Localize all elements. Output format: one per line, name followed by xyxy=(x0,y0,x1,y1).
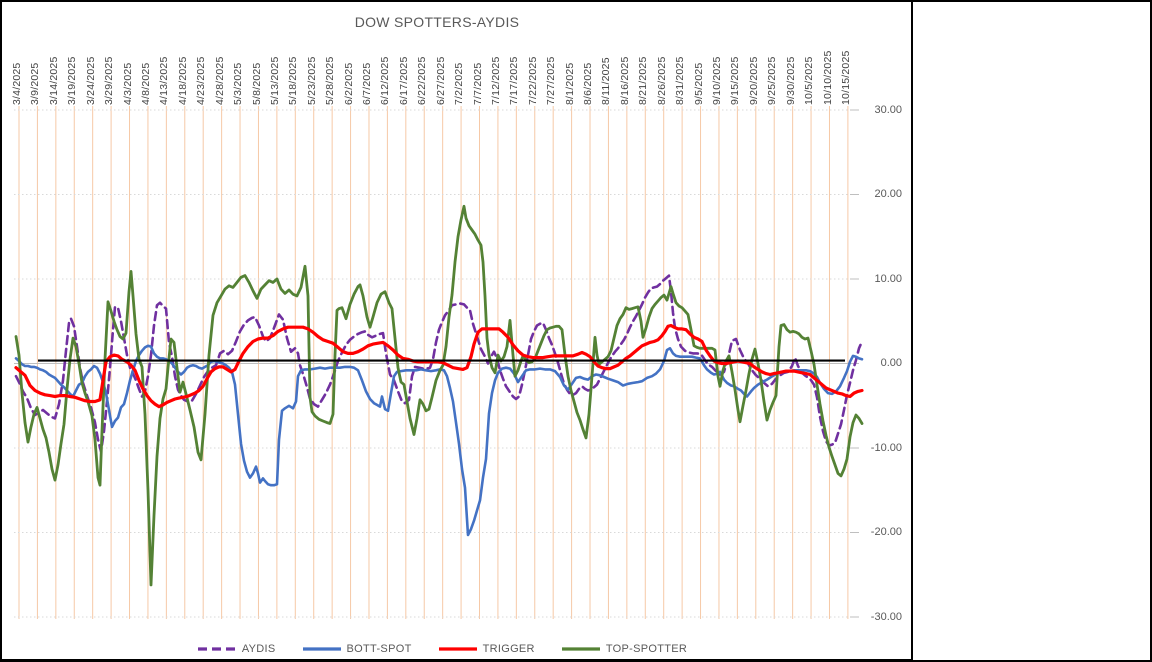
x-axis-label: 4/23/2025 xyxy=(195,56,208,105)
y-axis-label: 10.00 xyxy=(874,272,902,285)
x-axis-label: 9/5/2025 xyxy=(692,62,705,105)
y-axis-label: 20.00 xyxy=(874,188,902,200)
series-line-aydis[interactable] xyxy=(14,274,864,453)
x-axis-label: 6/7/2025 xyxy=(361,62,373,105)
x-axis-label: 9/20/2025 xyxy=(747,56,760,105)
legend-item-bott-spot[interactable]: BOTT-SPOT xyxy=(302,643,412,655)
x-axis-label: 3/24/2025 xyxy=(84,56,97,105)
x-axis-label: 6/2/2025 xyxy=(342,62,355,105)
x-axis-label: 9/30/2025 xyxy=(784,56,797,105)
x-axis-label: 8/21/2025 xyxy=(637,56,650,105)
x-axis-label: 10/10/2025 xyxy=(821,50,834,105)
x-axis-label: 9/15/2025 xyxy=(729,56,742,105)
x-axis-label: 4/28/2025 xyxy=(213,56,226,105)
x-axis-label: 6/17/2025 xyxy=(397,56,410,105)
x-axis-label: 3/29/2025 xyxy=(103,56,116,105)
x-axis-label: 5/18/2025 xyxy=(287,56,300,105)
chart-object[interactable]: DOW SPOTTERS-AYDIS 3/4/2025 3/9/2025 3/14/… xyxy=(2,2,913,661)
x-axis-label: 6/12/2025 xyxy=(379,56,392,105)
legend-item-top-spotter[interactable]: TOP-SPOTTER xyxy=(561,643,687,655)
series-line-top-spotter[interactable] xyxy=(14,204,864,587)
legend-label: AYDIS xyxy=(241,643,276,655)
x-axis-label: 7/12/2025 xyxy=(489,56,502,105)
x-axis-label: 6/27/2025 xyxy=(434,56,447,105)
legend-label: TOP-SPOTTER xyxy=(605,643,688,655)
x-axis-label: 5/23/2025 xyxy=(305,56,318,105)
x-axis-label: 4/3/2025 xyxy=(121,62,134,105)
x-axis-label: 7/27/2025 xyxy=(545,56,558,105)
x-axis-label: 7/17/2025 xyxy=(508,56,521,105)
y-axis-label: -30.00 xyxy=(870,610,902,623)
legend-swatch-top-spotter xyxy=(561,647,600,651)
x-axis-label: 9/25/2025 xyxy=(766,56,779,105)
x-axis-label: 10/15/2025 xyxy=(839,50,852,105)
chart-title: DOW SPOTTERS-AYDIS xyxy=(354,14,520,30)
x-axis-label: 3/4/2025 xyxy=(11,62,23,105)
x-axis-label: 8/11/2025 xyxy=(600,57,613,105)
legend-item-aydis[interactable]: AYDIS xyxy=(197,643,276,655)
x-axis-label: 5/28/2025 xyxy=(324,56,337,105)
x-axis-label: 5/8/2025 xyxy=(250,62,263,105)
y-axis-label: 30.00 xyxy=(874,103,902,116)
x-axis-label: 7/2/2025 xyxy=(453,62,466,105)
y-axis-label: 0.00 xyxy=(880,357,902,369)
x-axis-label: 8/26/2025 xyxy=(655,56,668,105)
x-axis-label: 4/13/2025 xyxy=(158,56,171,105)
x-axis-label: 8/16/2025 xyxy=(618,56,631,105)
x-axis-label: 7/22/2025 xyxy=(526,56,539,105)
x-axis-label: 10/5/2025 xyxy=(803,56,816,105)
y-axis-label: -10.00 xyxy=(870,441,902,454)
x-axis-label: 8/1/2025 xyxy=(563,62,576,105)
x-axis-label: 5/3/2025 xyxy=(232,62,244,105)
x-axis-label: 9/10/2025 xyxy=(711,56,723,105)
y-axis-label: -20.00 xyxy=(870,526,902,538)
legend-swatch-trigger xyxy=(438,647,477,651)
legend-swatch-bott-spot xyxy=(302,647,341,651)
legend-item-trigger[interactable]: TRIGGER xyxy=(438,643,535,655)
series-line-trigger[interactable] xyxy=(14,323,864,409)
x-axis-label: 8/6/2025 xyxy=(582,62,594,105)
x-axis-label: 8/31/2025 xyxy=(674,56,687,105)
x-axis-label: 3/19/2025 xyxy=(66,56,79,105)
series-line-bott-spot[interactable] xyxy=(14,344,864,537)
x-axis-label: 3/14/2025 xyxy=(47,56,60,105)
legend[interactable]: AYDIS BOTT-SPOT TRIGGER TOP-SPOTTER xyxy=(2,636,882,660)
x-axis-label: 3/9/2025 xyxy=(29,62,42,105)
legend-label: BOTT-SPOT xyxy=(346,643,412,655)
plot-area[interactable] xyxy=(2,2,913,661)
legend-label: TRIGGER xyxy=(482,643,535,655)
x-axis-label: 6/22/2025 xyxy=(416,56,429,105)
x-axis-label: 7/7/2025 xyxy=(471,62,484,105)
x-axis-label: 4/8/2025 xyxy=(139,62,152,105)
x-axis-label: 5/13/2025 xyxy=(268,56,281,105)
x-axis-label: 4/18/2025 xyxy=(176,56,189,105)
legend-swatch-aydis xyxy=(197,647,236,651)
